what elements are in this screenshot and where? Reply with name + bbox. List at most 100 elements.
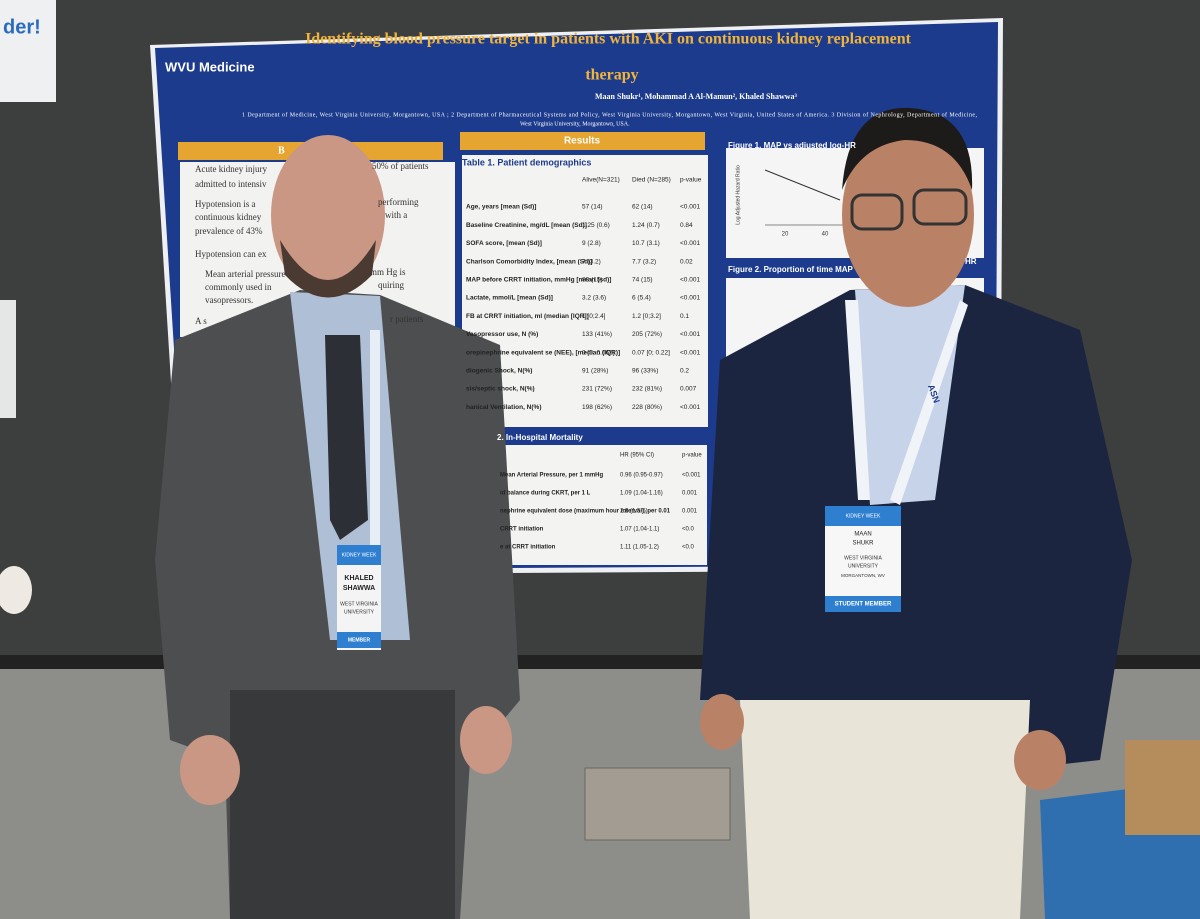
table-cell: 7.7 (3.2): [632, 258, 656, 265]
table-cell: <0.001: [680, 240, 700, 247]
badge-name: SHUKR: [852, 541, 874, 547]
box: [1125, 740, 1200, 835]
background-text: mm Hg is: [370, 267, 406, 277]
background-text: Acute kidney injury: [195, 164, 267, 174]
table-row-label: CRRT initiation: [500, 527, 544, 533]
right-blazer: [700, 285, 1132, 770]
figure-title: Figure 2. Proportion of time MAP: [728, 265, 854, 274]
table-cell: 2.8 (1.5-5): [620, 509, 648, 515]
badge-member: MEMBER: [348, 637, 371, 643]
table-row-label: Charlson Comorbidity Index, [mean (Sd)]: [466, 258, 592, 265]
table-cell: 1.25 (0.6): [582, 222, 610, 229]
badge-name: MAAN: [854, 532, 871, 538]
table-cell: 133 (41%): [582, 331, 612, 338]
table-cell: 0.001: [682, 491, 698, 497]
right-hair: [842, 107, 973, 190]
table-row-label: id balance during CKRT, per 1 L: [500, 491, 591, 497]
poster-affiliations: 1 Department of Medicine, West Virginia …: [242, 111, 978, 118]
right-hand-2: [1014, 730, 1066, 790]
badge-location: MORGANTOWN, WV: [841, 573, 885, 578]
poster-affiliations: West Virginia University, Morgantown, US…: [520, 121, 630, 127]
table-cell: 6 (5.4): [632, 295, 651, 302]
figure-title: Figure 1. MAP vs adjusted log-HR: [728, 141, 856, 150]
poster-logo: WVU Medicine: [165, 59, 255, 74]
poster-title: therapy: [585, 67, 638, 84]
table-title: 2. In-Hospital Mortality: [497, 433, 583, 442]
table-row-label: Vasopressor use, N (%): [466, 331, 538, 338]
table2-box: [495, 445, 707, 565]
right-badge-band: [825, 506, 901, 526]
table-cell: <0.0: [682, 545, 695, 551]
badge-org: UNIVERSITY: [344, 609, 375, 615]
table-cell: 0.001: [682, 509, 698, 515]
right-hand: [700, 694, 744, 750]
poster-authors: Maan Shukr¹, Mohammad A Al-Mamun², Khale…: [595, 92, 798, 101]
cup: [0, 566, 32, 614]
background-text: prevalence of 43%: [195, 226, 263, 236]
side-panel: [0, 300, 16, 418]
left-hand-2: [460, 706, 512, 774]
badge-name: KHALED: [344, 575, 373, 582]
table-cell: 80 (15): [582, 277, 603, 284]
table-cell: 0.007: [680, 386, 697, 393]
right-head: [842, 123, 974, 307]
table-cell: 0.1: [680, 313, 689, 320]
badge-org: WEST VIRGINIA: [844, 555, 882, 561]
badge-member: STUDENT MEMBER: [835, 602, 892, 608]
table-row-label: MAP before CRRT initiation, mmHg [mean (…: [466, 277, 611, 284]
table-cell: <0.001: [680, 295, 700, 302]
table-row-label: Age, years [mean (Sd)]: [466, 204, 536, 211]
left-badge-footer: [337, 632, 381, 648]
table-row-label: FB at CRRT initiation, ml (median [IQR]): [466, 313, 589, 320]
badge-name: SHAWWA: [343, 585, 375, 592]
table-row-label: Mean Arterial Pressure, per 1 mmHg: [500, 473, 603, 479]
left-beard: [280, 240, 376, 298]
table-cell: <0.001: [682, 473, 701, 479]
table-cell: 1.07 (1.04-1.1): [620, 527, 659, 533]
table-cell: 96 (33%): [632, 368, 658, 375]
background-text: with a: [385, 210, 407, 220]
background-text: Hypotension is a: [195, 199, 256, 209]
table-cell: <0.001: [680, 277, 700, 284]
table-cell: 1.2 [0;3.2]: [632, 313, 661, 320]
table-cell: 231 (72%): [582, 386, 612, 393]
table-header: Died (N=285): [632, 177, 671, 184]
table-header: p-value: [682, 453, 702, 459]
table-cell: 0.07 [0; 0.22]: [632, 349, 670, 356]
results-header-bar: [460, 132, 705, 150]
table-cell: 62 (14): [632, 204, 653, 211]
figure-title: HR: [965, 257, 977, 266]
badge-event: KIDNEY WEEK: [846, 513, 881, 519]
table-cell: 91 (28%): [582, 368, 608, 375]
table-cell: 3.2 (3.6): [582, 295, 606, 302]
left-tie: [325, 335, 368, 540]
background-text: A s: [195, 316, 207, 326]
background-text: admitted to intensiv: [195, 179, 267, 189]
table-cell: 74 (15): [632, 277, 653, 284]
table-cell: 0.96 (0.95-0.97): [620, 473, 663, 479]
table-cell: 0.2: [680, 368, 689, 375]
table-header: Alive(N=321): [582, 177, 620, 184]
figure1-curve: [764, 169, 841, 201]
table-cell: <0.001: [680, 404, 700, 411]
table-cell: <0.0: [682, 527, 695, 533]
background-text: r patients: [390, 314, 424, 324]
axis-label: Log Adjusted Hazard Ratio: [735, 165, 741, 225]
table-cell: <0.001: [680, 349, 700, 356]
right-badge-footer: [825, 596, 901, 612]
table-cell: <0.001: [680, 204, 700, 211]
right-trousers: [740, 700, 1030, 919]
right-glasses: [850, 193, 904, 231]
table-cell: 1.09 (1.04-1.16): [620, 491, 663, 497]
table-row-label: e at CRRT initiation: [500, 545, 556, 551]
table-row-label: orepinephrine equivalent se (NEE), [medi…: [466, 349, 620, 356]
table-cell: 0 [0; 0.065]: [582, 349, 615, 356]
floor-grate: [584, 767, 731, 841]
side-sign-text: der!: [3, 16, 41, 38]
table-cell: 198 (62%): [582, 404, 612, 411]
left-badge-band: [337, 545, 381, 565]
table-row-label: nephrine equivalent dose (maximum hour i…: [500, 509, 671, 515]
table-cell: 205 (72%): [632, 331, 662, 338]
